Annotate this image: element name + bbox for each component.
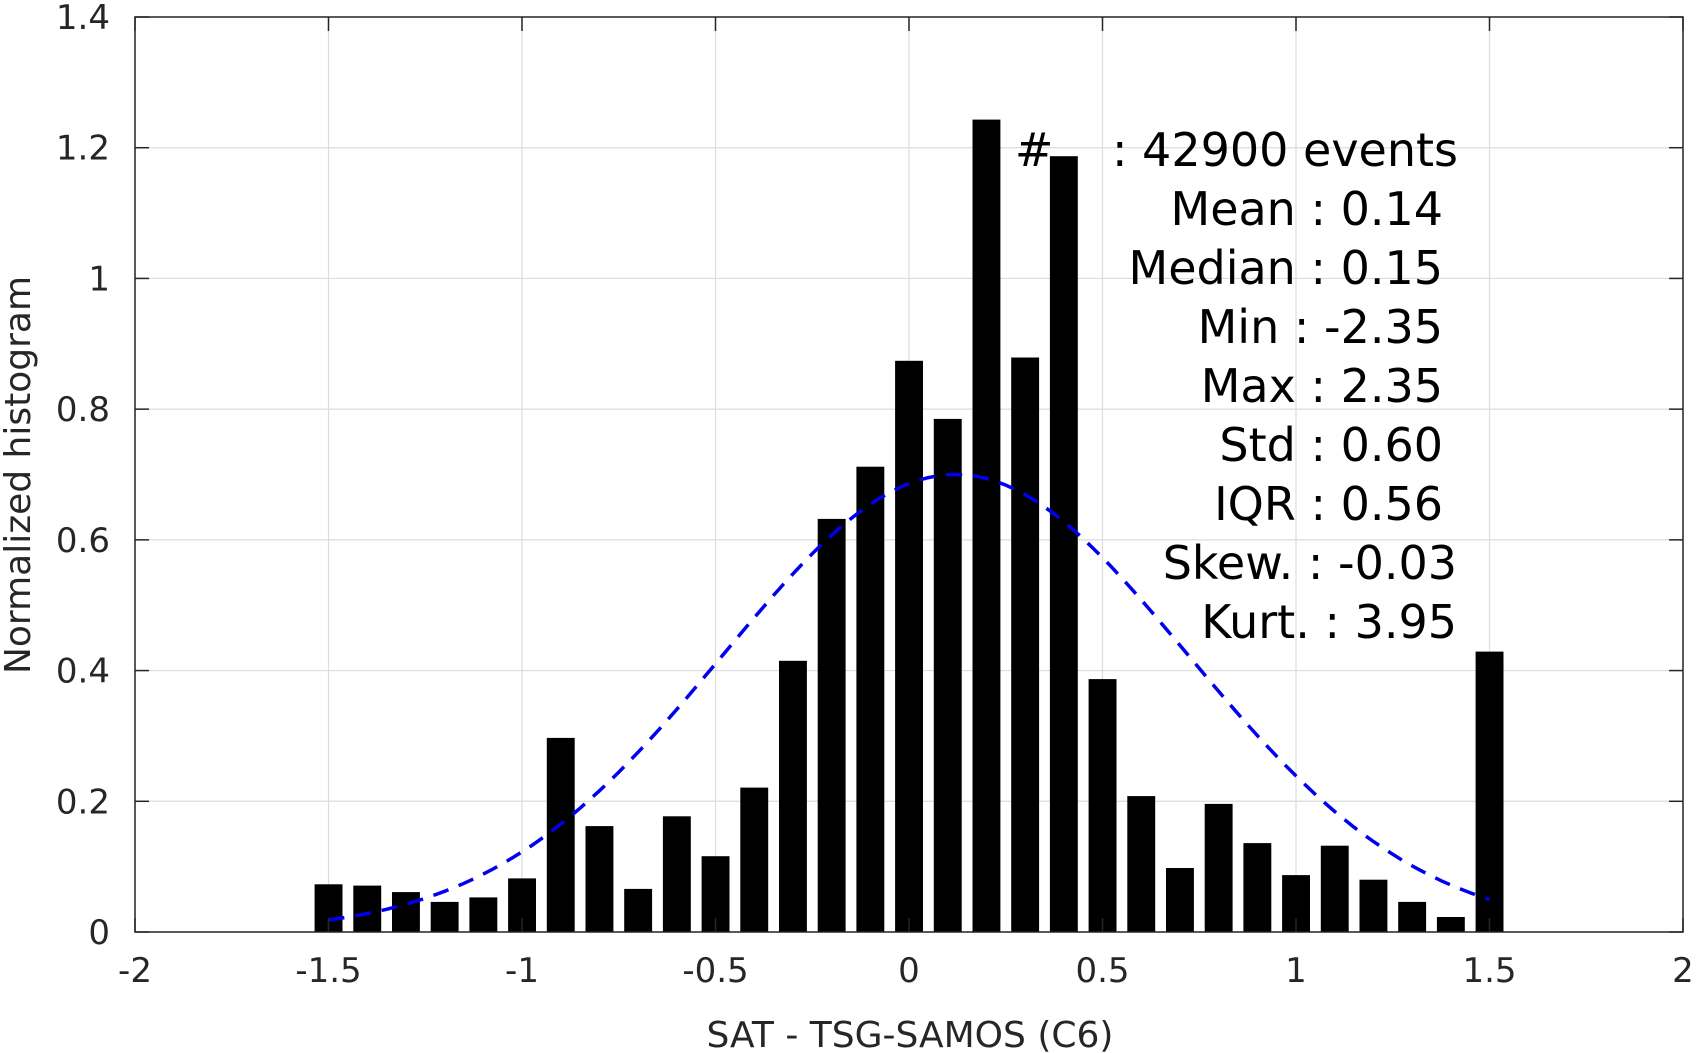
histogram-bar xyxy=(1204,803,1233,932)
y-tick-label: 0.4 xyxy=(56,652,110,692)
x-tick-label: 1.5 xyxy=(1462,951,1516,991)
histogram-bars xyxy=(314,119,1504,933)
histogram-bar xyxy=(1320,845,1349,932)
y-tick-label: 1.2 xyxy=(56,129,110,169)
x-tick-label: -1 xyxy=(505,951,539,991)
x-tick-label: -2 xyxy=(118,951,152,991)
stat-line: Kurt. : 3.95 xyxy=(1201,595,1457,649)
histogram-bar xyxy=(817,518,846,932)
x-tick-labels: -2 -1.5 -1 -0.5 0 0.5 1 1.5 2 xyxy=(118,951,1694,991)
histogram-bar xyxy=(1359,879,1388,932)
histogram-bar xyxy=(469,897,498,932)
y-tick-label: 0.8 xyxy=(56,390,110,430)
stat-line: IQR : 0.56 xyxy=(1214,477,1443,531)
histogram-bar xyxy=(779,660,807,932)
histogram-bar xyxy=(1011,357,1040,932)
y-tick-label: 0.6 xyxy=(56,521,110,561)
histogram-bar xyxy=(430,901,459,932)
x-axis-label: SAT - TSG-SAMOS (C6) xyxy=(707,1015,1114,1053)
histogram-bar xyxy=(1049,156,1078,932)
y-axis-label: Normalized histogram xyxy=(0,276,39,674)
normal-fit-curve xyxy=(328,472,1491,922)
stat-line: Mean : 0.14 xyxy=(1171,182,1444,236)
histogram-bar xyxy=(1436,917,1465,932)
histogram-bar xyxy=(1127,796,1156,932)
y-tick-label: 0 xyxy=(88,913,110,953)
histogram-bar xyxy=(662,816,691,932)
stat-line: # : 42900 events xyxy=(1015,123,1458,177)
histogram-bar xyxy=(933,418,962,932)
stat-line: Max : 2.35 xyxy=(1201,359,1443,413)
histogram-bar xyxy=(972,119,1001,933)
histogram-bar xyxy=(353,885,382,932)
histogram-bar xyxy=(392,892,420,932)
y-tick-label: 1.4 xyxy=(56,0,110,38)
histogram-bar xyxy=(1475,651,1504,932)
stat-line: Min : -2.35 xyxy=(1198,300,1443,354)
histogram-bar xyxy=(546,737,575,932)
y-tick-label: 0.2 xyxy=(56,782,110,822)
histogram-bar xyxy=(1243,843,1272,932)
x-tick-label: 0.5 xyxy=(1075,951,1129,991)
x-tick-label: -1.5 xyxy=(295,951,361,991)
x-tick-label: -0.5 xyxy=(682,951,748,991)
stat-line: Median : 0.15 xyxy=(1129,241,1443,295)
y-tick-labels: 0 0.2 0.4 0.6 0.8 1 1.2 1.4 xyxy=(56,0,110,953)
histogram-bar xyxy=(624,888,653,932)
histogram-bar xyxy=(740,787,769,932)
histogram-bar xyxy=(585,826,614,932)
y-tick-label: 1 xyxy=(88,259,110,299)
stat-line: Std : 0.60 xyxy=(1219,418,1443,472)
x-tick-label: 1 xyxy=(1285,951,1307,991)
tick-marks xyxy=(134,16,1684,933)
histogram-bar xyxy=(856,466,885,932)
x-tick-label: 0 xyxy=(898,951,920,991)
histogram-bar xyxy=(895,360,923,932)
x-tick-label: 2 xyxy=(1672,951,1694,991)
histogram-bar xyxy=(1398,901,1427,932)
histogram-bar xyxy=(1088,679,1117,932)
stat-line: Skew. : -0.03 xyxy=(1163,536,1457,590)
histogram-bar xyxy=(1166,868,1194,932)
